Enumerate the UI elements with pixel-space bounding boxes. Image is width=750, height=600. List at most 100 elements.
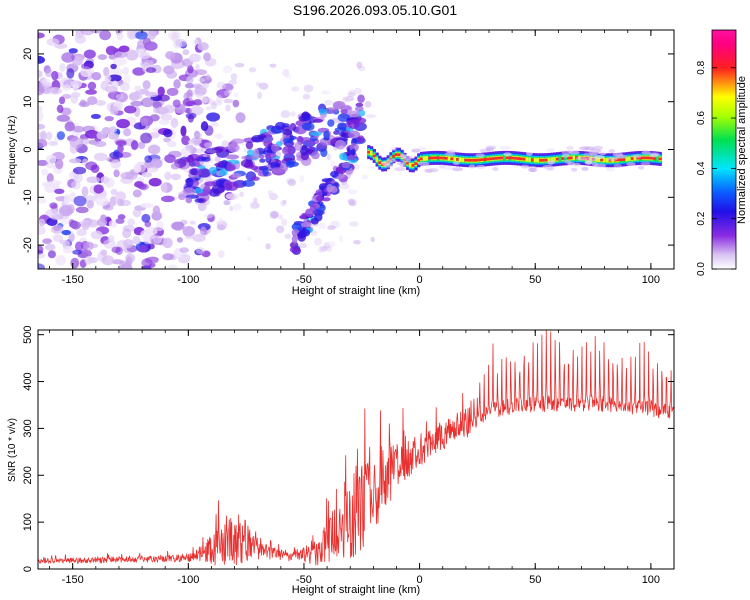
heatmap-cell bbox=[406, 161, 410, 165]
heatmap-cell bbox=[96, 131, 108, 140]
heatmap-cell bbox=[267, 190, 274, 196]
heatmap-cell bbox=[585, 157, 598, 162]
heatmap-cell bbox=[166, 70, 178, 79]
heatmap-cell bbox=[145, 91, 159, 98]
heatmap-cell bbox=[346, 155, 357, 161]
heatmap-cell bbox=[41, 168, 49, 176]
heatmap-cell bbox=[575, 156, 588, 161]
heatmap-cell bbox=[372, 154, 376, 158]
heatmap-cell bbox=[46, 154, 57, 165]
heatmap-cell bbox=[163, 128, 173, 138]
heatmap-cell bbox=[436, 156, 440, 160]
heatmap-cell bbox=[265, 243, 271, 250]
heatmap-cell bbox=[348, 198, 356, 205]
heatmap-cell bbox=[199, 231, 205, 238]
heatmap-cell bbox=[179, 247, 189, 254]
heatmap-cell bbox=[366, 114, 376, 119]
heatmap-cell bbox=[592, 145, 604, 150]
heatmap-cell bbox=[289, 246, 300, 254]
heatmap-cell bbox=[644, 156, 648, 160]
heatmap-cell bbox=[375, 157, 379, 162]
heatmap-cell bbox=[214, 133, 224, 140]
heatmap-cell bbox=[605, 167, 615, 172]
heatmap-cell bbox=[425, 156, 429, 161]
x-tick-label: -150 bbox=[62, 274, 84, 286]
heatmap-cell bbox=[242, 179, 256, 187]
heatmap-cell bbox=[44, 68, 53, 78]
heatmap-cell bbox=[489, 157, 493, 161]
heatmap-cell bbox=[289, 111, 296, 117]
heatmap-cell bbox=[280, 200, 287, 207]
heatmap-cell bbox=[198, 77, 206, 83]
heatmap-cell bbox=[431, 156, 435, 160]
heatmap-cell bbox=[38, 225, 46, 235]
heatmap-cell bbox=[227, 142, 240, 153]
heatmap-cell bbox=[204, 142, 212, 148]
heatmap-cell bbox=[62, 245, 74, 254]
heatmap-cell bbox=[333, 130, 340, 135]
heatmap-cell bbox=[197, 165, 206, 170]
x-tick-label: 0 bbox=[417, 274, 423, 286]
heatmap-cell bbox=[203, 213, 214, 219]
heatmap-cell bbox=[216, 81, 226, 90]
heatmap-cell bbox=[247, 236, 252, 242]
heatmap-cell bbox=[223, 98, 234, 104]
heatmap-cell bbox=[110, 63, 117, 70]
heatmap-cell bbox=[84, 195, 97, 203]
heatmap-cell bbox=[357, 135, 365, 144]
heatmap-cell bbox=[641, 156, 646, 160]
x-tick-label: 50 bbox=[529, 574, 541, 586]
heatmap-cell bbox=[122, 228, 132, 239]
heatmap-cell bbox=[323, 130, 330, 140]
heatmap-cell bbox=[405, 155, 413, 160]
heatmap-cell bbox=[527, 167, 538, 172]
heatmap-cell bbox=[71, 180, 81, 190]
heatmap-cell bbox=[203, 52, 211, 62]
heatmap-cell bbox=[145, 67, 157, 73]
heatmap-cell bbox=[52, 234, 64, 242]
heatmap-cell bbox=[542, 158, 546, 162]
heatmap-cell bbox=[302, 93, 311, 100]
heatmap-cell bbox=[59, 205, 73, 217]
heatmap-cell bbox=[608, 149, 616, 154]
heatmap-cell bbox=[107, 235, 115, 243]
heatmap-cell bbox=[185, 145, 194, 151]
heatmap-cell bbox=[370, 236, 375, 243]
heatmap-cell bbox=[181, 135, 191, 146]
heatmap-cell bbox=[188, 53, 202, 63]
heatmap-cell bbox=[90, 230, 103, 240]
heatmap-cell bbox=[161, 182, 168, 193]
heatmap-cell bbox=[54, 188, 65, 195]
heatmap-cell bbox=[399, 153, 407, 158]
heatmap-cell bbox=[318, 246, 324, 253]
heatmap-cell bbox=[632, 154, 643, 159]
heatmap-cell bbox=[614, 154, 625, 159]
heatmap-cell bbox=[93, 184, 104, 194]
heatmap-cell bbox=[225, 193, 240, 200]
heatmap-cell bbox=[569, 156, 574, 160]
heatmap-cell bbox=[222, 65, 233, 74]
heatmap-cell bbox=[38, 139, 48, 148]
heatmap-cell bbox=[326, 153, 331, 161]
heatmap-cell bbox=[132, 67, 146, 76]
heatmap-cell bbox=[123, 128, 132, 137]
heatmap-cell bbox=[525, 157, 529, 162]
heatmap-cell bbox=[572, 155, 576, 161]
heatmap-cell bbox=[109, 105, 119, 115]
heatmap-cell bbox=[83, 49, 96, 59]
heatmap-cell bbox=[633, 155, 637, 161]
heatmap-cell bbox=[478, 158, 482, 162]
heatmap-cell bbox=[352, 164, 360, 170]
heatmap-cell bbox=[38, 218, 46, 227]
y-tick-label: 300 bbox=[22, 419, 34, 437]
heatmap-cell bbox=[640, 161, 651, 166]
heatmap-cell bbox=[444, 156, 449, 160]
heatmap-cell bbox=[126, 31, 137, 40]
heatmap-cell bbox=[650, 156, 654, 160]
heatmap-cell bbox=[202, 97, 213, 103]
heatmap-cell bbox=[38, 252, 46, 259]
heatmap-cell bbox=[585, 160, 593, 165]
heatmap-cell bbox=[194, 148, 204, 154]
heatmap-cell bbox=[240, 159, 253, 168]
